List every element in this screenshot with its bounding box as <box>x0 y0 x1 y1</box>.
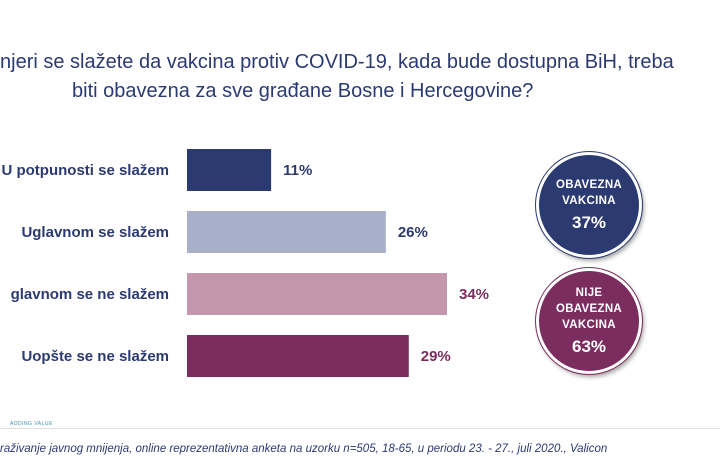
bar-1 <box>187 149 272 191</box>
mandatory-vaccine-circle: OBAVEZNA VAKCINA 37% <box>535 151 643 259</box>
not-mandatory-line-3: VAKCINA <box>562 319 616 331</box>
bar-3 <box>187 273 447 315</box>
value-label-1: 11% <box>283 162 312 179</box>
mandatory-line-2: VAKCINA <box>562 195 616 207</box>
bar-2 <box>187 211 386 253</box>
brand-tagline: ADDING VALUE <box>10 421 53 427</box>
mandatory-value: 37% <box>571 213 607 232</box>
source-note: raživanje javnog mnijenja, online reprez… <box>0 443 608 455</box>
value-label-2: 26% <box>398 224 428 241</box>
chart-title-line-2: biti obavezna za sve građane Bosne i Her… <box>72 80 534 102</box>
not-mandatory-vaccine-circle: NIJE OBAVEZNA VAKCINA 63% <box>535 267 643 375</box>
value-label-3: 34% <box>459 286 489 303</box>
not-mandatory-value: 63% <box>571 337 607 356</box>
category-label-4: Uopšte se ne slažem <box>21 348 169 365</box>
bar-4 <box>187 335 409 377</box>
not-mandatory-line-2: OBAVEZNA <box>555 303 623 315</box>
mandatory-line-1: OBAVEZNA <box>555 179 623 191</box>
category-label-2: Uglavnom se slažem <box>21 224 169 241</box>
category-label-1: U potpunosti se slažem <box>1 162 169 179</box>
value-label-4: 29% <box>421 348 451 365</box>
category-label-3: glavnom se ne slažem <box>11 286 169 303</box>
not-mandatory-line-1: NIJE <box>575 287 603 299</box>
chart-title-line-1: njeri se slažete da vakcina protiv COVID… <box>0 51 674 73</box>
footer-divider <box>0 428 720 429</box>
